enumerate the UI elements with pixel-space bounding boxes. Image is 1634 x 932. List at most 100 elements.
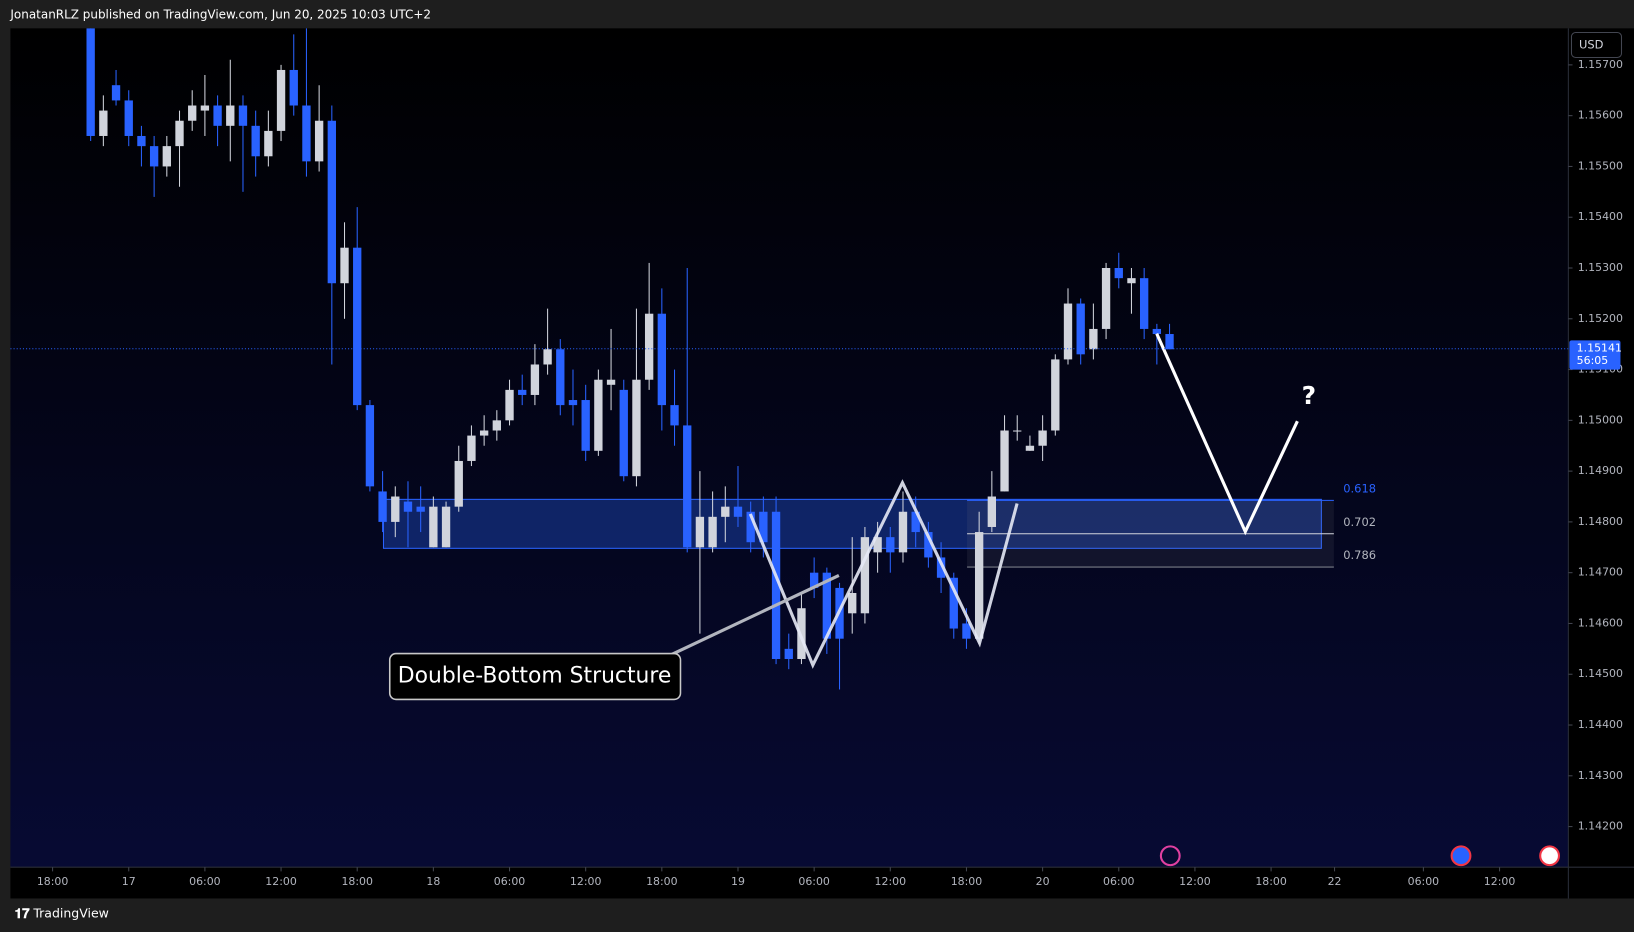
x-tick-label: 22	[1328, 875, 1342, 888]
y-tick-label: 1.14700	[1578, 566, 1623, 579]
candle-body	[949, 577, 958, 629]
candle-body	[632, 379, 641, 477]
x-tick-label: 18:00	[646, 875, 678, 888]
projection	[1155, 333, 1299, 536]
x-tick-label: 12:00	[875, 875, 907, 888]
candle-body	[429, 506, 438, 548]
candle-body	[974, 532, 984, 639]
candle-body	[454, 460, 463, 507]
currency-box	[1570, 31, 1623, 59]
x-tick-label: 12:00	[1179, 875, 1211, 888]
candle-body	[1139, 278, 1149, 329]
candle-body	[784, 648, 793, 660]
candle-body	[1127, 278, 1136, 284]
candle-body	[365, 405, 375, 487]
candle-body	[987, 496, 997, 527]
plot	[10, 28, 1569, 690]
candle-body	[441, 506, 451, 548]
event-icon[interactable]	[1450, 845, 1472, 867]
candle-body	[213, 105, 222, 126]
candle-body	[619, 389, 628, 477]
candle-body	[530, 364, 540, 395]
x-tick-label: 18:00	[951, 875, 983, 888]
candle-body	[264, 130, 273, 157]
candle-body	[898, 511, 908, 553]
candle-body	[403, 501, 413, 512]
candle-body	[683, 425, 692, 548]
candle-body	[809, 572, 819, 588]
y-tick-label: 1.15500	[1578, 159, 1623, 172]
x-tick-label: 18:00	[341, 875, 373, 888]
callout-text: Double-Bottom Structure	[398, 664, 672, 689]
candle-body	[1152, 328, 1162, 335]
candle-body	[606, 379, 616, 385]
y-tick-label: 1.14200	[1578, 820, 1623, 833]
candle-body	[276, 69, 286, 131]
candle-body	[1089, 328, 1098, 350]
x-tick-label: 06:00	[798, 875, 830, 888]
candle-body	[848, 592, 857, 614]
zigzag	[748, 479, 1019, 669]
candle-body	[99, 110, 108, 136]
candle-body	[924, 532, 933, 558]
candle-body	[289, 69, 298, 106]
candle-body	[492, 420, 501, 431]
candle-body	[1076, 303, 1085, 355]
candle-body	[327, 120, 336, 284]
candle-body	[340, 247, 349, 284]
candle-body	[162, 146, 171, 167]
candle-body	[226, 105, 235, 126]
candle-body	[873, 537, 882, 553]
footer-brand: TradingView	[32, 906, 109, 921]
candle-body	[378, 491, 387, 522]
candle-body	[200, 105, 210, 111]
candle-body	[746, 511, 755, 543]
candle-body	[1000, 430, 1009, 492]
candle-body	[391, 496, 400, 522]
question-mark: ?	[1302, 381, 1317, 410]
x-tick-label: 12:00	[570, 875, 602, 888]
candle-body	[1013, 430, 1022, 432]
event-icon[interactable]	[1539, 845, 1561, 867]
candle-body	[416, 506, 425, 512]
fib-label: 0.786	[1343, 548, 1376, 562]
callout-pointer	[666, 574, 840, 659]
fib-label: 0.618	[1343, 481, 1376, 495]
callout-box	[388, 652, 682, 701]
y-tick-label: 1.14500	[1578, 667, 1623, 680]
candle-body	[353, 247, 362, 406]
candle-body	[556, 349, 565, 406]
plot-area	[10, 28, 1569, 868]
x-tick-label: 18	[426, 875, 440, 888]
candle-body	[505, 389, 514, 421]
y-tick-label: 1.15300	[1578, 261, 1623, 274]
x-tick-label: 06:00	[1103, 875, 1135, 888]
candle-body	[759, 511, 768, 543]
candle-body	[238, 105, 248, 126]
x-tick-label: 06:00	[494, 875, 526, 888]
y-tick-label: 1.15600	[1578, 109, 1623, 122]
x-tick-label: 18:00	[37, 875, 69, 888]
candles	[86, 28, 1174, 690]
candle-body	[86, 28, 95, 136]
fib-label: 0.702	[1343, 515, 1376, 529]
candle-body	[721, 506, 730, 517]
x-tick-label: 12:00	[1484, 875, 1516, 888]
y-tick-label: 1.14400	[1578, 718, 1623, 731]
candle-body	[1051, 359, 1060, 431]
candle-body	[936, 557, 946, 578]
y-tick-label: 1.15200	[1578, 312, 1623, 325]
candle-body	[771, 511, 781, 660]
price-axis	[1568, 28, 1634, 899]
y-tick-label: 1.14600	[1578, 616, 1623, 629]
candle-body	[1025, 445, 1035, 451]
candle-body	[860, 537, 870, 614]
candle-body	[733, 506, 743, 517]
x-tick-label: 06:00	[189, 875, 221, 888]
event-icon[interactable]	[1159, 845, 1181, 867]
candle-body	[911, 511, 920, 533]
attribution: JonatanRLZ published on TradingView.com,…	[9, 7, 431, 21]
last-price-label: 1.15141	[1577, 342, 1622, 355]
candle-body	[822, 572, 832, 639]
